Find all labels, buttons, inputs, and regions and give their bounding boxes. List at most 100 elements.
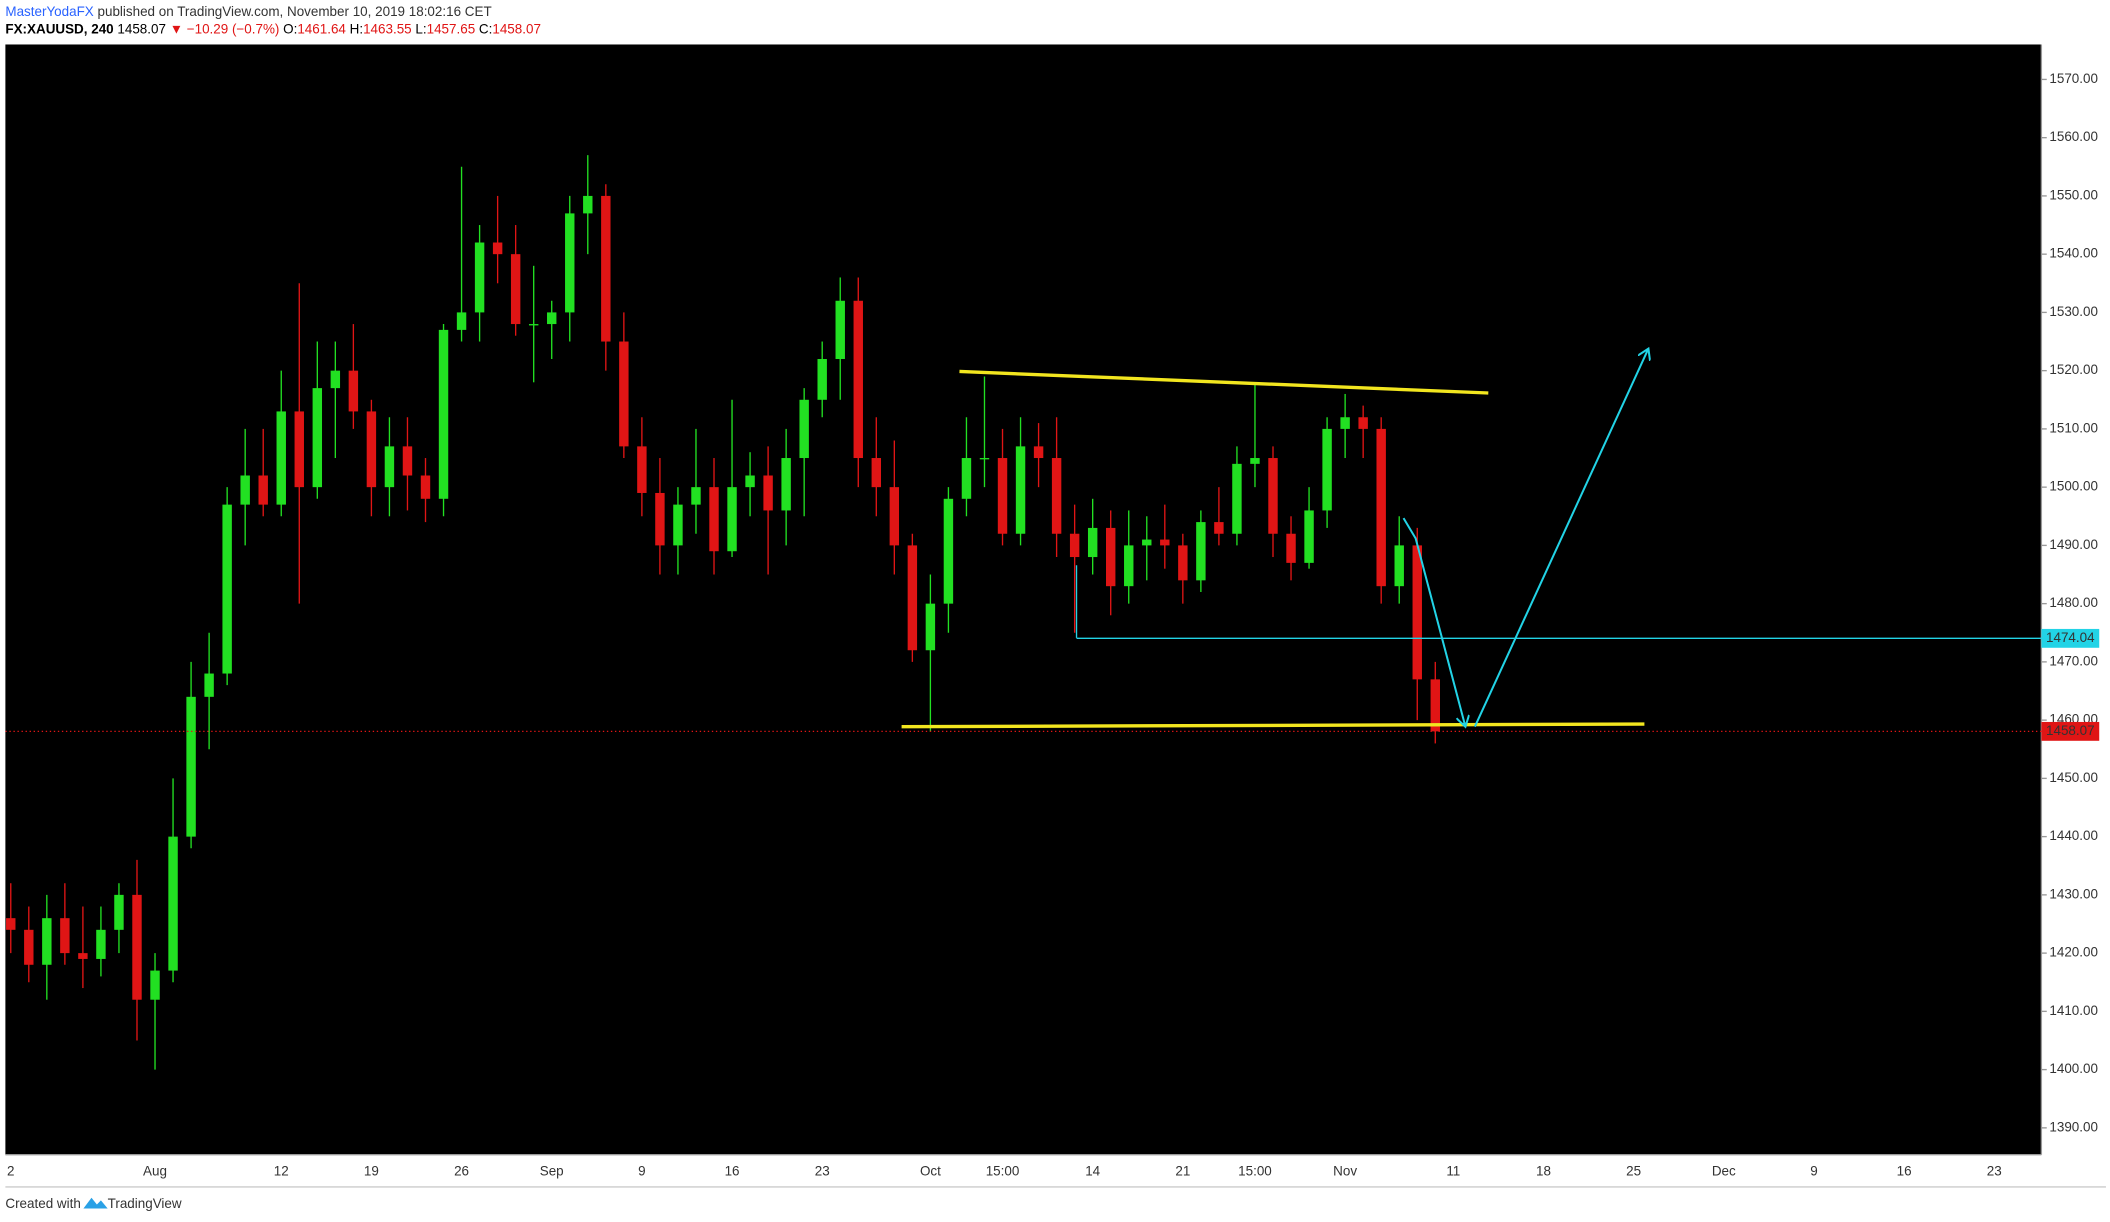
y-tick-label: 1550.00: [2049, 187, 2098, 202]
candle-body: [474, 242, 485, 313]
x-tick-label: Aug: [143, 1164, 167, 1179]
candle-body: [420, 475, 431, 499]
candle-body: [312, 388, 323, 488]
candle-body: [763, 475, 773, 511]
y-tick-label: 1410.00: [2049, 1003, 2098, 1018]
y-tick-label: 1420.00: [2049, 945, 2098, 960]
last-price-box: [2041, 721, 2100, 741]
y-tick-label: 1530.00: [2049, 304, 2098, 319]
x-tick-label: 23: [815, 1164, 830, 1179]
x-tick-label: 11: [1446, 1164, 1460, 1179]
arrow: ▼: [170, 21, 183, 36]
candle-body: [781, 458, 791, 511]
candle-body: [1124, 545, 1134, 587]
x-tick-label: 16: [1897, 1164, 1912, 1179]
candle-body: [907, 545, 918, 651]
candle-body: [150, 970, 160, 1000]
x-tick-label: 26: [454, 1164, 469, 1179]
y-tick-label: 1390.00: [2049, 1119, 2098, 1134]
y-tick-label: 1540.00: [2049, 246, 2098, 261]
candle-body: [997, 458, 1008, 534]
candle-body: [1160, 539, 1170, 546]
candle-body: [204, 673, 214, 697]
x-tick-label: 18: [1536, 1164, 1551, 1179]
y-tick-label: 1470.00: [2049, 653, 2098, 668]
y-tick-label: 1480.00: [2049, 595, 2098, 610]
x-tick-label: Dec: [1712, 1164, 1736, 1179]
candle-body: [438, 329, 449, 499]
candle-body: [276, 411, 286, 505]
x-tick-label: 15:00: [986, 1164, 1020, 1179]
y-tick-label: 1440.00: [2049, 828, 2098, 843]
level-label-box: [2041, 628, 2100, 648]
resistance-line: [959, 369, 1489, 395]
candle-body: [168, 836, 178, 971]
candle-body: [691, 487, 701, 505]
candle-body: [60, 918, 70, 954]
x-tick-label: 25: [1626, 1164, 1641, 1179]
candle-body: [186, 696, 196, 837]
candle-body: [889, 487, 900, 546]
candle-body: [673, 504, 683, 546]
candle-body: [24, 929, 34, 965]
candle-body: [853, 300, 863, 459]
candle-body: [456, 312, 467, 330]
candle-body: [1178, 545, 1188, 581]
candle-body: [330, 370, 341, 389]
support-line: [901, 722, 1645, 729]
candle-body: [1340, 417, 1350, 429]
candle-body: [547, 312, 557, 325]
candle-body: [1232, 463, 1242, 534]
last: 1458.07: [117, 21, 166, 36]
candle-body: [1358, 417, 1368, 429]
x-tick-label: 16: [725, 1164, 740, 1179]
candle-body: [510, 254, 521, 325]
x-tick-label: Oct: [920, 1164, 941, 1179]
candle-body: [258, 475, 268, 505]
ohlc-key: C:: [479, 21, 492, 36]
candle-body: [528, 324, 539, 326]
y-tick-label: 1500.00: [2049, 479, 2098, 494]
candle-body: [961, 458, 972, 499]
symbol: FX:XAUUSD, 240: [5, 21, 113, 36]
candle-body: [817, 359, 827, 400]
tv-logo: [83, 1197, 108, 1209]
candle-body: [1196, 522, 1206, 581]
candle-body: [1394, 545, 1404, 587]
candle-body: [565, 213, 575, 313]
candle-body: [1430, 679, 1440, 732]
author: MasterYodaFX: [5, 4, 93, 19]
x-tick-label: 9: [638, 1164, 645, 1179]
up-arrow: [1473, 349, 1649, 728]
candle-body: [1051, 458, 1062, 534]
candle-body: [583, 195, 593, 214]
y-tick-label: 1430.00: [2049, 886, 2098, 901]
candle-body: [366, 411, 377, 488]
candle-body: [222, 504, 232, 674]
y-tick-label: 1510.00: [2049, 420, 2098, 435]
candle-body: [42, 918, 52, 965]
candle-body: [943, 498, 954, 604]
change: −10.29 (−0.7%): [187, 21, 280, 36]
candle-body: [1376, 428, 1386, 587]
ohlc-key: H:: [350, 21, 363, 36]
ohlc-value: 1457.65: [427, 21, 476, 36]
ohlc-value: 1458.07: [492, 21, 541, 36]
candle-body: [1069, 533, 1080, 558]
candle-body: [835, 300, 845, 360]
y-tick-label: 1490.00: [2049, 537, 2098, 552]
x-tick-label: Sep: [540, 1164, 564, 1179]
candle-body: [348, 370, 359, 412]
footer-text: Created with: [5, 1196, 80, 1211]
candle-body: [96, 929, 106, 959]
candle-body: [294, 411, 304, 488]
candle-body: [1322, 428, 1332, 511]
candle-body: [384, 446, 395, 488]
x-tick-label: 15:00: [1238, 1164, 1272, 1179]
candle-body: [1412, 545, 1422, 680]
candle-body: [1214, 522, 1224, 534]
candle-body: [601, 195, 611, 342]
candle-body: [709, 487, 719, 552]
down-arrow: [1402, 517, 1466, 727]
